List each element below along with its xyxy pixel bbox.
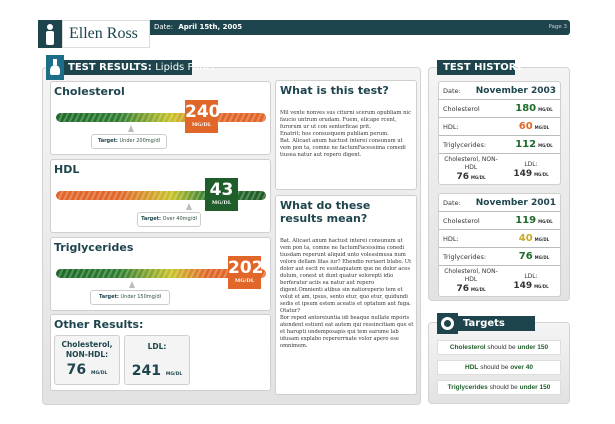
test-value-box: 43 MG/DL [205,178,238,211]
history-non-hdl: Cholesterol, NON-HDL 76 MG/DL [444,268,498,294]
report-date: April 15th, 2005 [178,23,243,31]
test-results-title: TEST RESULTS: Lipids Panel [62,60,214,75]
page-number: Page 3 [548,24,567,30]
flask-icon [46,55,64,80]
history-ldl: LDL: 149 MG/DL [513,273,549,291]
test-value-box: 240 MG/DL [185,100,221,133]
target-row: HDL should be over 40 [437,360,561,375]
history-row: Cholesterol 119 MG/DL [439,212,560,230]
history-non-hdl: Cholesterol, NON-HDL 76 MG/DL [444,156,498,182]
history-ldl: LDL: 149 MG/DL [513,161,549,179]
patient-name: Ellen Ross [62,20,150,48]
history-row: HDL: 40 MG/DL [439,230,560,248]
target-marker [186,203,192,210]
results-meaning-card: What do these results mean? Bat. Alicaet… [275,195,417,395]
target-row: Cholesterol should be under 150 [437,340,561,355]
range-bar [56,113,266,122]
target-icon [437,313,458,334]
target-label: Target: Over 40mg/dl [137,212,201,227]
test-name: Cholesterol [54,85,125,98]
test-card-hdl: HDL 43 MG/DL Target: Over 40mg/dl [50,159,271,233]
header-bar: Date: April 15th, 2005 Page 3 [150,20,570,35]
what-is-test-card: What is this test? Mil vente nonves sus … [275,80,417,190]
other-results-title: Other Results: [54,318,144,331]
test-name: HDL [54,163,80,176]
date-label: Date: [154,23,174,31]
history-date-row: Date: November 2001 [439,194,560,212]
history-row: Triglycerides: 112 MG/DL [439,136,560,154]
range-bar [56,191,266,200]
history-record: Date: November 2001 Cholesterol 119 MG/DL HDL… [438,193,561,297]
history-record: Date: November 2003 Cholesterol 180 MG/DL HDL… [438,81,561,185]
test-card-triglycerides: Triglycerides 202 MG/DL Target: Under 150… [50,237,271,311]
test-card-cholesterol: Cholesterol 240 MG/DL Target: Under 200mg… [50,81,271,155]
other-results-card: Other Results: Cholesterol, NON-HDL: 76 … [50,314,271,391]
history-row: HDL: 60 MG/DL [439,118,560,136]
test-value-box: 202 MG/DL [228,256,264,289]
test-name: Triglycerides [54,241,134,254]
target-row: Triglycerides should be under 150 [437,380,561,395]
history-date-row: Date: November 2003 [439,82,560,100]
history-row: Cholesterol 180 MG/DL [439,100,560,118]
test-history-title: TEST HISTORY [437,60,523,75]
target-marker [129,281,135,288]
target-label: Target: Under 150mg/dl [90,290,170,305]
history-row: Triglycerides: 76 MG/DL [439,248,560,266]
target-label: Target: Under 200mg/dl [91,134,167,149]
targets-title: Targets [437,316,535,331]
target-marker [128,125,134,132]
ldl-result: LDL: 241 MG/DL [124,335,190,385]
range-bar [56,269,266,278]
non-hdl-result: Cholesterol, NON-HDL: 76 MG/DL [54,335,120,385]
patient-icon [38,20,62,48]
